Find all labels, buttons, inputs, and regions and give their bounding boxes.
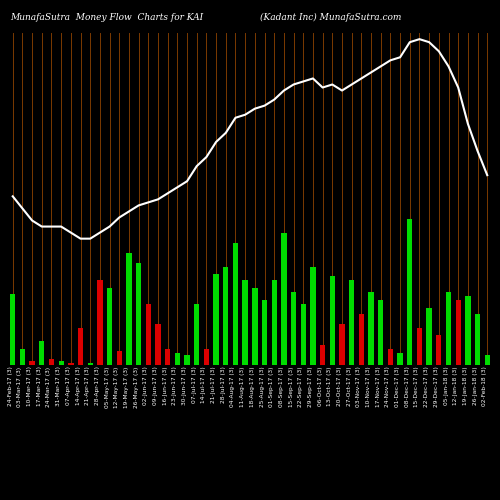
Bar: [174, 353, 180, 365]
Bar: [407, 218, 412, 365]
Bar: [446, 292, 451, 365]
Bar: [456, 300, 461, 365]
Bar: [281, 233, 286, 365]
Bar: [156, 324, 160, 365]
Bar: [146, 304, 151, 365]
Bar: [340, 324, 344, 365]
Bar: [30, 361, 35, 365]
Bar: [97, 280, 102, 365]
Bar: [349, 280, 354, 365]
Bar: [242, 280, 248, 365]
Bar: [107, 288, 112, 365]
Bar: [417, 328, 422, 365]
Bar: [126, 253, 132, 365]
Bar: [320, 344, 326, 365]
Bar: [223, 268, 228, 365]
Bar: [194, 304, 200, 365]
Bar: [49, 359, 54, 365]
Bar: [204, 348, 209, 365]
Bar: [184, 355, 190, 365]
Bar: [368, 292, 374, 365]
Bar: [436, 334, 442, 365]
Bar: [378, 300, 384, 365]
Bar: [233, 243, 238, 365]
Bar: [291, 292, 296, 365]
Bar: [300, 304, 306, 365]
Bar: [214, 274, 219, 365]
Bar: [484, 355, 490, 365]
Bar: [88, 363, 93, 365]
Bar: [465, 296, 470, 365]
Bar: [330, 276, 335, 365]
Bar: [262, 300, 267, 365]
Bar: [272, 280, 277, 365]
Bar: [165, 348, 170, 365]
Bar: [398, 353, 403, 365]
Bar: [136, 264, 141, 365]
Bar: [358, 314, 364, 365]
Bar: [20, 348, 25, 365]
Bar: [39, 340, 44, 365]
Bar: [68, 363, 73, 365]
Bar: [388, 348, 393, 365]
Bar: [310, 268, 316, 365]
Bar: [475, 314, 480, 365]
Text: (Kadant Inc) MunafaSutra.com: (Kadant Inc) MunafaSutra.com: [260, 12, 402, 22]
Bar: [252, 288, 258, 365]
Bar: [58, 361, 64, 365]
Text: MunafaSutra  Money Flow  Charts for KAI: MunafaSutra Money Flow Charts for KAI: [10, 12, 203, 22]
Bar: [78, 328, 83, 365]
Bar: [10, 294, 16, 365]
Bar: [116, 351, 122, 365]
Bar: [426, 308, 432, 365]
